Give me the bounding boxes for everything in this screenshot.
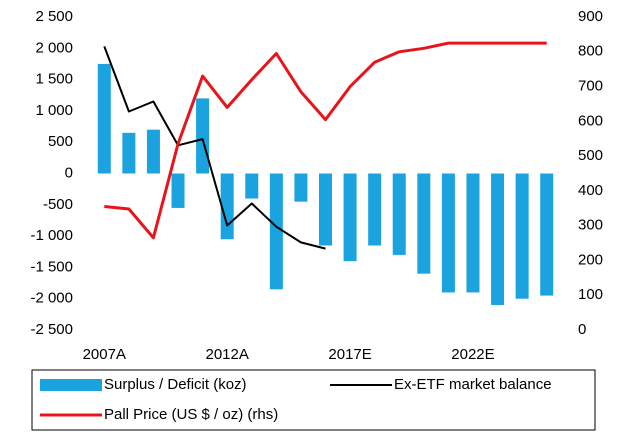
legend-label: Surplus / Deficit (koz) [104,376,247,393]
bar [392,173,406,255]
bar [540,173,554,296]
y2-tick-label: 0 [578,321,586,338]
y2-tick-label: 900 [578,8,603,25]
y-tick-label: 1 000 [35,102,73,119]
bar [97,63,111,174]
legend-label: Ex-ETF market balance [394,376,552,393]
x-tick-label: 2022E [451,346,494,363]
legend-label: Pall Price (US $ / oz) (rhs) [104,406,278,423]
legend-swatch [40,379,102,391]
bar [146,129,160,174]
y-tick-label: 2 000 [35,39,73,56]
bar [515,173,529,299]
y-tick-label: 1 500 [35,71,73,88]
y-tick-label: 500 [48,133,73,150]
bar [171,173,185,208]
y-tick-label: -2 500 [30,321,73,338]
y2-tick-label: 100 [578,286,603,303]
y-tick-label: -1 000 [30,227,73,244]
bar [269,173,283,290]
bar [196,98,210,174]
bar [319,173,332,246]
y2-tick-label: 800 [578,43,603,60]
x-tick-label: 2012A [205,346,248,363]
y2-tick-label: 500 [578,147,603,164]
x-tick-label: 2017E [328,346,371,363]
y-tick-label: 2 500 [35,8,73,25]
y-tick-label: 0 [65,164,73,181]
x-tick-label: 2007A [83,346,126,363]
bar [294,173,308,202]
bar [441,173,455,293]
line [104,41,547,240]
bar [122,132,136,174]
y-tick-label: -2 000 [30,290,73,307]
bar [368,173,382,246]
y2-tick-label: 200 [578,251,603,268]
y-tick-label: -1 500 [30,258,73,275]
bar [245,173,259,199]
legend-box [31,369,596,431]
bar [491,173,505,305]
bar [466,173,480,293]
y2-tick-label: 300 [578,217,603,234]
y2-tick-label: 700 [578,78,603,95]
y2-tick-label: 600 [578,112,603,129]
y-tick-label: -500 [43,196,73,213]
bar [417,173,431,274]
y2-tick-label: 400 [578,182,603,199]
line [103,46,326,250]
bar [343,173,357,262]
